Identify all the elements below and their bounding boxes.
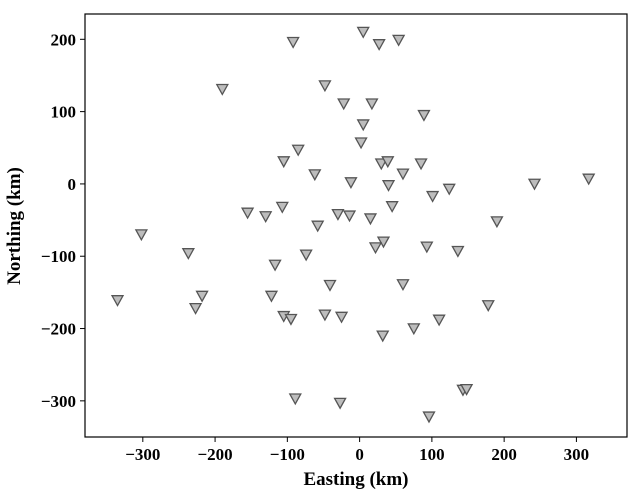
- data-point: [323, 279, 337, 292]
- data-point: [259, 211, 273, 224]
- data-point: [527, 178, 542, 191]
- data-point: [372, 39, 386, 51]
- data-point: [344, 177, 358, 190]
- y-tick-label: 100: [51, 103, 77, 122]
- data-point: [333, 397, 347, 410]
- plot-frame: [84, 13, 628, 438]
- x-tick-label: 200: [491, 445, 517, 464]
- data-point: [181, 248, 195, 260]
- y-axis-label: Northing (km): [4, 167, 25, 285]
- data-point: [277, 156, 291, 169]
- data-point: [110, 295, 125, 307]
- y-tick-label: 200: [51, 30, 77, 49]
- data-point: [396, 168, 410, 181]
- data-points: [110, 26, 596, 424]
- data-point: [420, 241, 434, 254]
- data-point: [286, 36, 300, 49]
- data-point: [240, 207, 255, 220]
- data-point: [268, 259, 282, 272]
- data-point: [374, 158, 388, 171]
- data-point: [264, 290, 279, 303]
- y-tick-label: −100: [41, 247, 76, 266]
- x-tick-label: −100: [270, 445, 305, 464]
- data-point: [376, 330, 390, 343]
- x-tick-label: 0: [355, 445, 364, 464]
- data-point: [215, 83, 229, 96]
- data-point: [356, 26, 370, 39]
- data-point: [425, 190, 440, 203]
- data-point: [381, 180, 396, 192]
- data-point: [490, 216, 504, 229]
- data-point: [134, 229, 148, 242]
- data-point: [407, 323, 421, 336]
- data-point: [365, 98, 379, 111]
- data-point: [582, 173, 596, 186]
- data-point: [331, 208, 345, 221]
- data-point: [342, 210, 357, 223]
- data-point: [284, 313, 298, 326]
- x-tick-label: 100: [419, 445, 445, 464]
- data-point: [432, 314, 446, 327]
- data-point: [195, 290, 209, 303]
- data-point: [451, 245, 465, 258]
- y-tick-label: 0: [68, 175, 77, 194]
- data-point: [354, 137, 368, 150]
- data-point: [334, 311, 349, 324]
- x-tick-label: 300: [564, 445, 590, 464]
- data-point: [396, 279, 410, 291]
- data-point: [422, 411, 436, 424]
- x-axis-label: Easting (km): [303, 469, 408, 490]
- data-point: [368, 242, 383, 255]
- data-point: [318, 309, 332, 322]
- data-point: [363, 213, 378, 226]
- data-point: [417, 109, 431, 122]
- data-point: [385, 201, 399, 213]
- data-point: [381, 156, 395, 169]
- data-point: [442, 183, 456, 196]
- data-point: [188, 302, 203, 315]
- data-point: [291, 144, 305, 157]
- y-tick-label: −200: [41, 320, 76, 339]
- data-point: [288, 393, 302, 406]
- data-point: [356, 119, 370, 132]
- y-tick-label: −300: [41, 392, 76, 411]
- x-axis-ticks: −300 −200 −100 0 100 200 300: [125, 437, 589, 464]
- data-point: [337, 98, 351, 111]
- data-point: [459, 383, 474, 396]
- data-point: [275, 201, 289, 214]
- data-point: [481, 300, 495, 312]
- data-point: [414, 158, 428, 171]
- x-tick-label: −300: [125, 445, 160, 464]
- data-point: [299, 249, 313, 262]
- data-point: [311, 220, 325, 233]
- data-point: [376, 236, 391, 249]
- data-point: [318, 80, 332, 93]
- x-tick-label: −200: [197, 445, 232, 464]
- data-point: [392, 34, 406, 47]
- data-point: [308, 169, 322, 182]
- y-axis-ticks: 200 100 0 −100 −200 −300: [41, 30, 85, 411]
